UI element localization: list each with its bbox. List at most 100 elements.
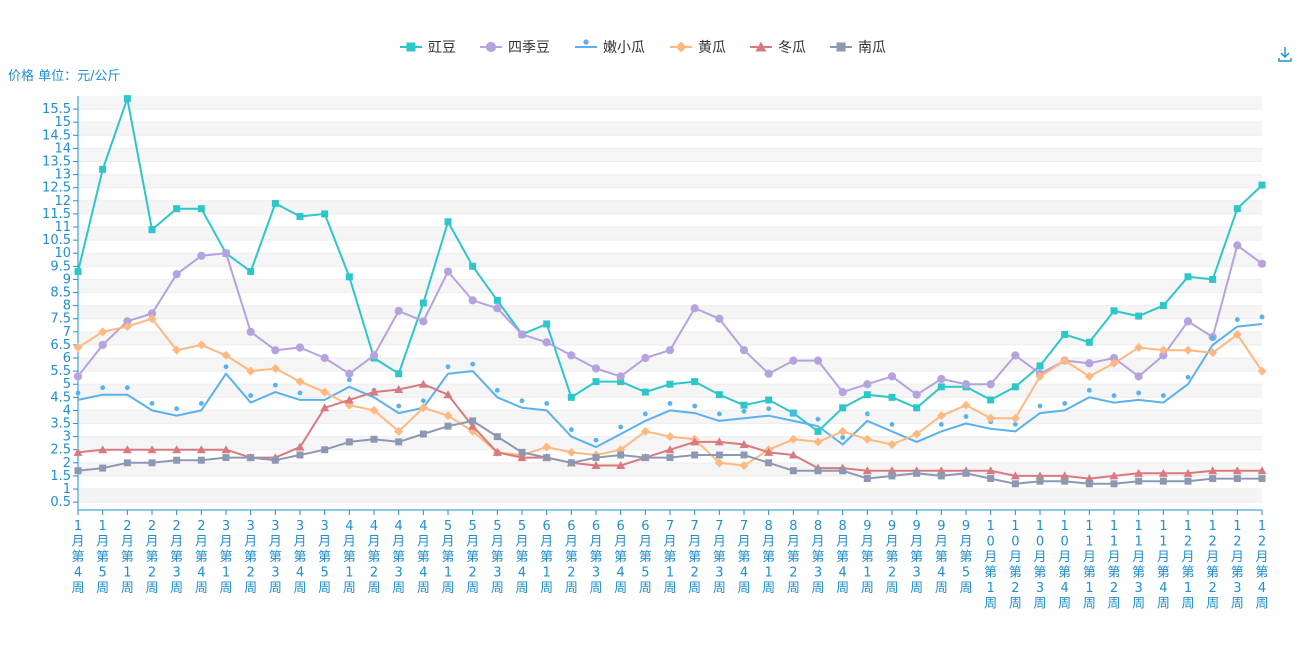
series-line bbox=[77, 323, 1263, 449]
series-5 bbox=[74, 417, 1266, 488]
data-point bbox=[961, 380, 971, 389]
data-point bbox=[618, 424, 624, 430]
data-point bbox=[197, 456, 205, 464]
data-point bbox=[395, 370, 403, 378]
data-point bbox=[1158, 468, 1168, 477]
data-point bbox=[73, 372, 83, 381]
data-point bbox=[295, 343, 305, 352]
data-point bbox=[1183, 345, 1193, 355]
data-point bbox=[369, 387, 379, 396]
data-point bbox=[1208, 348, 1218, 358]
data-point bbox=[839, 404, 847, 412]
legend-item[interactable]: 南瓜 bbox=[830, 40, 886, 56]
x-tick-label: 1 2 月第 1 周 bbox=[1181, 519, 1194, 612]
data-point bbox=[1084, 474, 1094, 483]
data-point bbox=[223, 364, 229, 370]
y-tick-label: 2 bbox=[63, 456, 71, 471]
data-point bbox=[173, 205, 181, 213]
legend-item[interactable]: 四季豆 bbox=[480, 40, 550, 56]
data-point bbox=[913, 469, 921, 477]
x-tick-label: 1 1 月第 1 周 bbox=[1083, 519, 1096, 612]
data-point bbox=[1060, 356, 1070, 366]
data-point bbox=[98, 445, 108, 454]
y-tick-label: 14.5 bbox=[42, 128, 71, 143]
y-tick-label: 3 bbox=[63, 430, 71, 445]
data-point bbox=[1109, 353, 1119, 363]
data-point bbox=[468, 421, 478, 430]
data-point bbox=[517, 330, 527, 339]
download-button[interactable] bbox=[1278, 47, 1292, 62]
plot-band bbox=[78, 462, 1262, 476]
x-tick-label: 7 月第 4 周 bbox=[737, 519, 750, 596]
data-point bbox=[123, 459, 131, 467]
legend-item[interactable]: 豇豆 bbox=[400, 40, 456, 56]
data-point bbox=[887, 466, 897, 475]
x-tick-label: 5 月第 1 周 bbox=[441, 519, 454, 596]
data-point bbox=[887, 372, 897, 381]
data-point bbox=[838, 426, 848, 436]
data-point bbox=[271, 199, 279, 207]
x-tick-label: 5 月第 3 周 bbox=[491, 519, 504, 596]
x-tick-label: 7 月第 1 周 bbox=[663, 519, 676, 596]
plot-band bbox=[78, 279, 1262, 293]
data-point bbox=[1209, 275, 1217, 283]
data-point bbox=[1233, 205, 1241, 213]
x-tick-label: 3 月第 3 周 bbox=[269, 519, 282, 596]
data-point bbox=[1233, 241, 1242, 250]
data-point bbox=[394, 306, 403, 315]
data-point bbox=[345, 369, 354, 378]
data-point bbox=[296, 451, 304, 459]
y-tick-label: 12.5 bbox=[42, 181, 71, 196]
data-point bbox=[148, 226, 156, 234]
legend-item[interactable]: 黄瓜 bbox=[670, 39, 726, 56]
legend-item[interactable]: 嫩小瓜 bbox=[575, 39, 645, 56]
plot-band bbox=[78, 200, 1262, 214]
data-point bbox=[394, 384, 404, 393]
data-point bbox=[370, 435, 378, 443]
y-tick-label: 12 bbox=[54, 194, 71, 209]
data-point bbox=[765, 396, 773, 404]
data-point bbox=[196, 445, 206, 454]
data-point bbox=[444, 422, 452, 430]
x-tick-label: 4 月第 4 周 bbox=[417, 519, 430, 596]
data-point bbox=[1183, 317, 1193, 326]
data-point bbox=[270, 364, 280, 374]
data-point bbox=[665, 346, 675, 355]
data-point bbox=[715, 451, 723, 459]
x-tick-label: 1 2 月第 2 周 bbox=[1206, 519, 1219, 612]
data-point bbox=[1109, 358, 1119, 368]
data-point bbox=[75, 390, 81, 396]
data-point bbox=[221, 445, 231, 454]
x-tick-label: 9 月第 5 周 bbox=[959, 519, 972, 596]
data-point bbox=[493, 296, 501, 304]
data-point bbox=[838, 387, 847, 397]
legend-label: 豇豆 bbox=[428, 40, 456, 56]
data-point bbox=[122, 445, 132, 454]
data-point bbox=[764, 369, 773, 378]
data-point bbox=[493, 433, 501, 441]
x-tick-label: 2 月第 2 周 bbox=[145, 519, 158, 596]
data-point bbox=[936, 466, 946, 475]
data-point bbox=[246, 327, 255, 336]
plot-band bbox=[78, 161, 1262, 175]
data-point bbox=[468, 296, 477, 305]
legend-symbol bbox=[836, 42, 846, 52]
data-point bbox=[962, 469, 970, 477]
data-point bbox=[641, 353, 650, 363]
data-point bbox=[887, 439, 897, 449]
legend-item[interactable]: 冬瓜 bbox=[750, 40, 806, 56]
data-point bbox=[492, 447, 502, 456]
plot-band bbox=[78, 331, 1262, 345]
data-point bbox=[123, 317, 132, 326]
legend-label: 嫩小瓜 bbox=[603, 40, 645, 56]
x-tick-label: 9 月第 3 周 bbox=[910, 519, 923, 596]
data-point bbox=[321, 210, 329, 218]
data-point bbox=[862, 434, 872, 444]
x-tick-label: 1 0 月第 3 周 bbox=[1033, 519, 1046, 612]
data-point bbox=[987, 475, 995, 483]
data-point bbox=[320, 403, 330, 412]
plot-band bbox=[78, 266, 1262, 280]
y-axis-title: 价格 单位：元/公斤 bbox=[8, 68, 121, 84]
data-point bbox=[346, 377, 352, 383]
data-point bbox=[1010, 413, 1020, 423]
